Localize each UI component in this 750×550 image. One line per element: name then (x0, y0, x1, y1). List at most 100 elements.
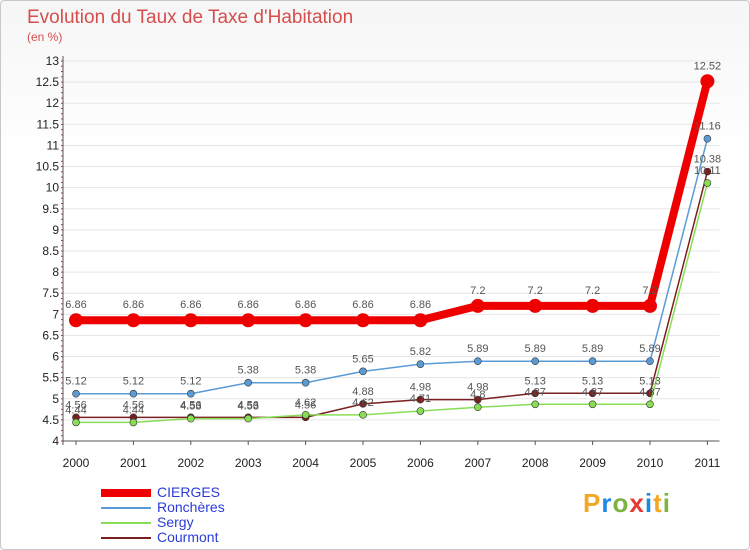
data-label: 10.11 (694, 165, 721, 177)
data-point (473, 403, 482, 412)
data-point (69, 313, 83, 328)
y-tick-label: 13 (46, 54, 60, 68)
x-tick-label: 2005 (350, 456, 377, 470)
data-point (646, 357, 654, 366)
data-label: 4.53 (180, 401, 201, 413)
y-tick-label: 4.5 (42, 413, 59, 427)
legend-label: Courmont (157, 529, 219, 545)
data-point (416, 395, 425, 404)
data-label: 5.12 (123, 376, 144, 388)
y-tick-label: 4 (52, 434, 59, 448)
data-point (416, 407, 425, 415)
data-point (416, 360, 425, 368)
data-label: 7.2 (528, 285, 543, 297)
data-point (703, 134, 712, 143)
legend-swatch (101, 489, 151, 497)
data-label: 5.12 (65, 376, 86, 388)
chart-title: Evolution du Taux de Taxe d'Habitation (27, 7, 354, 28)
series-ronchères (72, 134, 712, 398)
y-tick-label: 5.5 (42, 371, 59, 385)
y-tick-label: 8 (52, 265, 59, 279)
data-label: 5.89 (582, 343, 603, 355)
y-tick-label: 9 (52, 223, 59, 237)
x-tick-label: 2007 (464, 456, 491, 470)
legend-label: Sergy (157, 514, 194, 530)
y-tick-label: 6.5 (42, 328, 59, 342)
data-label: 5.38 (237, 365, 258, 377)
data-label: 4.56 (295, 399, 316, 411)
x-tick-label: 2000 (63, 456, 90, 470)
data-label: 4.87 (639, 386, 660, 398)
data-point (244, 378, 252, 387)
data-point (359, 367, 367, 376)
data-label: 6.86 (237, 299, 258, 311)
data-point (244, 414, 252, 423)
data-point (531, 357, 540, 366)
data-label: 5.38 (295, 365, 316, 377)
data-point (241, 313, 256, 328)
data-label: 4.56 (180, 399, 201, 411)
data-point (585, 298, 600, 313)
data-label: 6.86 (295, 299, 316, 311)
y-tick-label: 7.5 (42, 286, 59, 300)
data-label: 4.71 (410, 393, 431, 405)
data-point (129, 389, 138, 398)
legend-label: Ronchères (157, 499, 225, 515)
y-tick-label: 10.5 (36, 160, 60, 174)
data-point (588, 357, 597, 366)
data-point (359, 400, 367, 408)
data-point (703, 167, 712, 176)
data-label: 12.52 (694, 60, 722, 72)
data-point (187, 389, 195, 398)
data-point (301, 378, 310, 387)
data-label: 6.86 (352, 299, 373, 311)
data-label: 5.13 (639, 375, 660, 387)
logo-letter: r (601, 488, 613, 518)
x-tick-label: 2008 (522, 456, 549, 470)
logo-letter: i (662, 488, 671, 518)
data-label: 5.13 (582, 375, 603, 387)
data-label: 7.2 (470, 285, 485, 297)
data-label: 4.98 (467, 382, 488, 394)
legend-swatch (101, 507, 151, 509)
data-label: 4.44 (123, 404, 144, 416)
data-point (703, 179, 712, 187)
logo-letter: o (612, 488, 630, 518)
data-point (129, 418, 138, 427)
data-label: 5.89 (639, 343, 660, 355)
data-point (187, 414, 195, 423)
logo-letter: t (653, 488, 663, 518)
data-point (700, 74, 715, 89)
data-point (646, 400, 654, 409)
data-label: 10.38 (694, 154, 722, 166)
data-label: 4.53 (237, 401, 258, 413)
data-label: 4.8 (470, 389, 485, 401)
data-label: 6.86 (123, 299, 144, 311)
y-tick-label: 11 (47, 138, 60, 152)
x-tick-label: 2002 (177, 456, 204, 470)
x-tick-label: 2006 (407, 456, 434, 470)
data-label: 7.2 (642, 285, 657, 297)
y-tick-label: 5 (52, 392, 59, 406)
logo-letter: x (629, 488, 645, 518)
x-tick-label: 2009 (579, 456, 606, 470)
data-label: 5.89 (524, 343, 545, 355)
data-label: 6.86 (180, 299, 201, 311)
data-label: 4.87 (582, 386, 603, 398)
data-label: 4.56 (123, 399, 144, 411)
series-line (75, 182, 709, 424)
data-label: 5.89 (467, 343, 488, 355)
y-tick-label: 12.5 (36, 75, 60, 89)
data-point (359, 411, 367, 419)
chart-subtitle: (en %) (27, 30, 63, 44)
data-point (72, 418, 80, 427)
data-label: 4.62 (295, 397, 316, 409)
data-point (473, 357, 482, 366)
y-tick-label: 8.5 (42, 244, 59, 258)
series-line (75, 137, 709, 395)
data-point (588, 400, 597, 409)
y-tick-label: 10 (46, 181, 60, 195)
data-label: 6.86 (65, 299, 86, 311)
